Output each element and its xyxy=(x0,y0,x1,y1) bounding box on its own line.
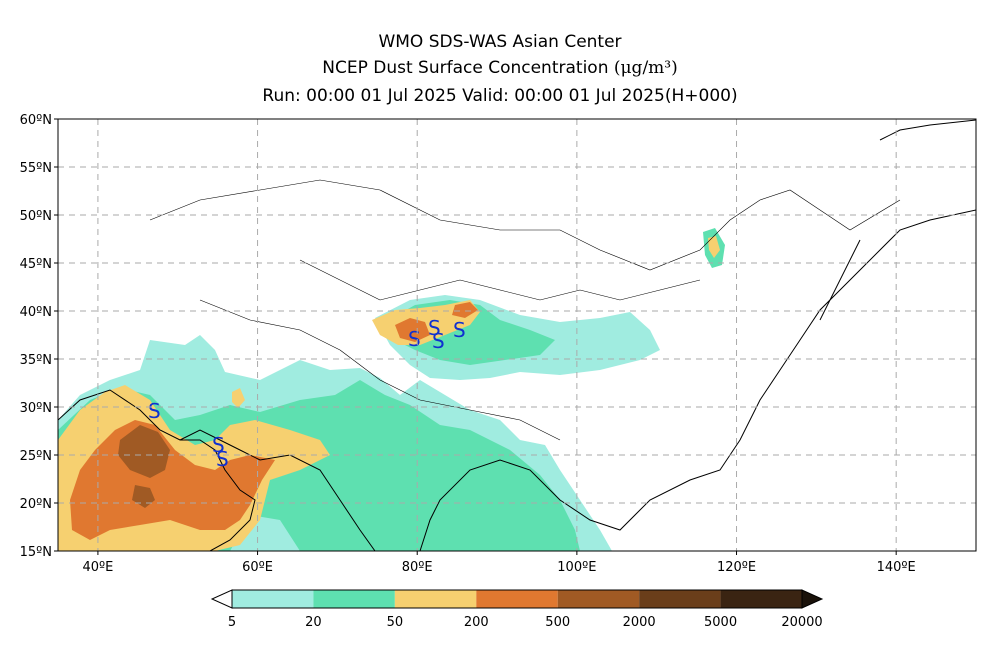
lat-tick-label: 50ºN xyxy=(20,209,52,224)
lat-tick-label: 30ºN xyxy=(20,401,52,416)
longitude-axis: 40ºE 60ºE 80ºE 100ºE 120ºE 140ºE xyxy=(82,551,916,575)
colorbar-label: 2000 xyxy=(623,615,656,630)
product-name: NCEP Dust Surface Concentration xyxy=(322,58,609,78)
latitude-axis: 15ºN 20ºN 25ºN 30ºN 35ºN 40ºN 45ºN 50ºN 55ºN 60ºN xyxy=(20,113,58,560)
lon-tick-label: 140ºE xyxy=(877,560,916,575)
colorbar-bin xyxy=(557,590,640,608)
colorbar-bin xyxy=(476,590,558,608)
colorbar-frame xyxy=(231,589,803,609)
colorbar-label: 20000 xyxy=(781,615,822,630)
map-gridlines xyxy=(58,119,976,551)
colorbar-bin xyxy=(394,590,477,608)
colorbar-under-triangle xyxy=(210,589,233,609)
colorbar-bin xyxy=(720,590,802,608)
storm-symbol: S xyxy=(212,433,225,457)
lat-tick-label: 55ºN xyxy=(20,161,52,176)
map-subtitle: NCEP Dust Surface Concentration (μg/m³) xyxy=(0,58,1000,78)
dust-field-arabia-500b xyxy=(132,485,155,508)
colorbar-bin xyxy=(313,590,395,608)
map-title: WMO SDS-WAS Asian Center xyxy=(378,32,622,52)
storm-symbol: S xyxy=(428,316,441,340)
colorbar: 5 20 50 200 500 2000 5000 20000 xyxy=(210,589,824,630)
storm-symbol: S xyxy=(216,447,229,471)
lat-tick-label: 40ºN xyxy=(20,305,52,320)
lon-tick-label: 60ºE xyxy=(242,560,273,575)
lon-tick-label: 120ºE xyxy=(717,560,756,575)
colorbar-over-triangle xyxy=(801,589,824,609)
lat-tick-label: 20ºN xyxy=(20,497,52,512)
dust-field-northeast-50 xyxy=(708,236,720,258)
colorbar-label: 5000 xyxy=(704,615,737,630)
dust-field-iran-spot xyxy=(232,388,245,408)
colorbar-bin xyxy=(639,590,721,608)
colorbar-label: 200 xyxy=(464,615,489,630)
colorbar-label: 50 xyxy=(387,615,404,630)
storm-symbol: S xyxy=(432,329,445,353)
run-valid-time: Run: 00:00 01 Jul 2025 Valid: 00:00 01 J… xyxy=(262,86,738,106)
map-frame xyxy=(57,118,977,552)
storm-symbol: S xyxy=(408,327,421,351)
lon-tick-label: 40ºE xyxy=(82,560,113,575)
colorbar-label: 20 xyxy=(305,615,322,630)
colorbar-label: 5 xyxy=(228,615,236,630)
lon-tick-label: 80ºE xyxy=(402,560,433,575)
colorbar-bin xyxy=(232,590,314,608)
lat-tick-label: 15ºN xyxy=(20,545,52,560)
dust-field-tarim-200 xyxy=(395,318,430,342)
colorbar-label: 500 xyxy=(545,615,570,630)
lat-tick-label: 45ºN xyxy=(20,257,52,272)
dust-field-tarim-200b xyxy=(452,302,478,318)
lon-tick-label: 100ºE xyxy=(557,560,596,575)
storm-symbol: S xyxy=(453,318,466,342)
dust-field-arabia-500 xyxy=(118,425,170,478)
storm-symbol: S xyxy=(148,399,161,423)
unit-label: (μg/m³) xyxy=(613,58,678,78)
lat-tick-label: 35ºN xyxy=(20,353,52,368)
lat-tick-label: 25ºN xyxy=(20,449,52,464)
lat-tick-label: 60ºN xyxy=(20,113,52,128)
country-borders xyxy=(149,179,901,441)
